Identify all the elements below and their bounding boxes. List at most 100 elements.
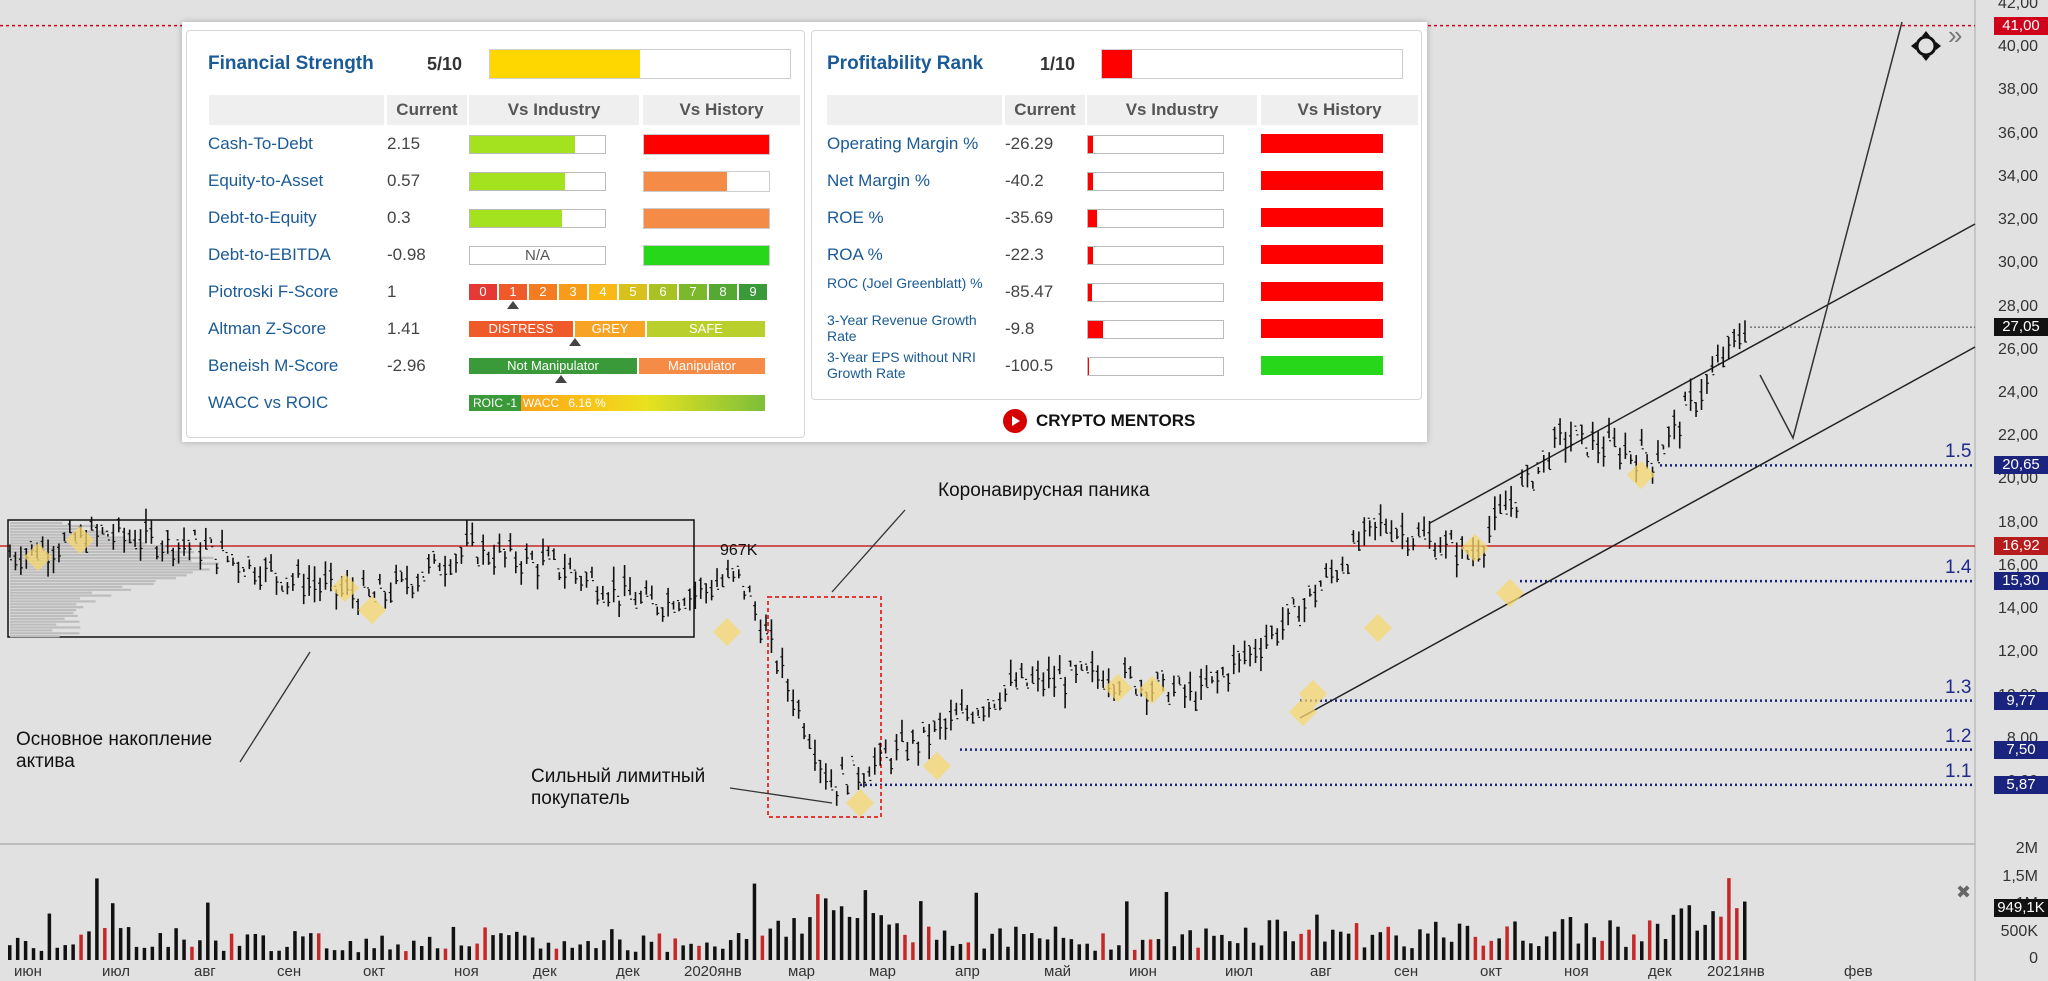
crosshair-move-icon[interactable] [1910,30,1942,62]
volume-bar [1370,934,1375,960]
time-tick: сен [1394,963,1419,980]
volume-bar [1441,937,1446,960]
volume-profile-bar [10,629,53,632]
volume-bar [1220,934,1224,960]
industry-bar [469,209,606,228]
volume-bar [958,944,963,960]
volume-bar [728,940,733,960]
volume-bar [1449,941,1454,960]
profitability-rank-card: Profitability Rank 1/10 Current Vs Indust… [811,30,1422,400]
volume-bar [1022,934,1026,960]
volume-bar [546,942,551,960]
metric-value: 1.41 [387,319,421,338]
volume-bar [491,935,495,960]
volume-bar [23,940,28,960]
volume-bar [1164,892,1169,960]
price-tick: 28,00 [1997,297,2038,315]
volume-bar [1426,933,1430,960]
volume-profile-bar [10,614,78,617]
volume-bar [348,940,353,960]
volume-bar [71,944,75,960]
volume-bar [1703,924,1707,960]
volume-bar [293,931,297,960]
industry-na: N/A [524,247,550,264]
volume-bar [808,917,812,960]
volume-bar [839,906,844,960]
volume-bar [1402,946,1406,960]
fib-label: 1.1 [1945,760,1972,782]
volume-bar [1243,927,1248,960]
industry-fill [1088,247,1094,264]
volume-bar [451,926,456,960]
table-header [209,95,384,125]
volume-bar [134,946,139,960]
close-icon[interactable]: ✖ [1956,882,1972,902]
time-tick: июн [14,963,42,980]
volume-bar [1418,929,1422,960]
metric-value: 0.3 [387,208,411,227]
price-tick: 26,00 [1997,340,2038,358]
time-tick: окт [363,963,385,980]
metric-value: -0.98 [387,245,426,264]
metric-value: -35.69 [1005,208,1054,227]
industry-fill [1088,210,1098,227]
time-tick: ноя [1564,963,1589,980]
volume-bar [831,910,836,960]
volume-bar [31,948,36,960]
volume-profile-bar [10,600,96,603]
financial-strength-card: Financial Strength 5/10 Current Vs Indust… [186,30,805,438]
volume-bar [1394,935,1398,960]
volume-bar [697,945,701,960]
financial-strength-score-bar [489,49,791,79]
volume-bar [483,927,487,960]
volume-bar [1267,920,1272,960]
volume-bar [887,924,891,960]
metric-value: -2.96 [387,356,426,375]
volume-profile-bar [10,606,84,609]
volume-bar [1045,939,1050,960]
time-tick: 2020янв [684,963,742,980]
volume-bar [926,926,931,960]
table-header: Current [387,95,467,125]
volume-bar [1188,930,1192,960]
volume-bar [63,945,67,960]
metric-name: Operating Margin % [827,134,979,153]
pointer-buyer [729,787,833,804]
volume-bar [1465,925,1470,960]
volume-bar [1172,946,1177,960]
volume-tick: 2M [2015,840,2038,857]
financial-strength-score: 5/10 [427,54,463,74]
annotation-accumulation: Основное накопление актива [16,729,213,772]
volume-profile-bar [10,632,80,635]
volume-bar [1568,916,1573,960]
volume-bar [190,946,194,960]
volume-bar [340,950,345,960]
volume-bar [1647,920,1652,960]
volume-bar [879,915,883,960]
volume-bar [554,948,559,960]
volume-bar [1378,932,1383,960]
piotroski-cell: 5 [619,284,647,300]
double-chevron-right-icon[interactable]: » [1948,20,1963,50]
metric-name: ROA % [827,245,883,264]
volume-bar [1291,941,1295,960]
volume-bar [166,946,170,960]
volume-bar [39,950,44,960]
time-tick: июл [1225,963,1254,980]
price-badge: 7,50 [1994,740,2048,759]
history-fill [644,246,769,265]
signal-marker [922,751,952,781]
wacc-label: WACC [522,396,560,410]
volume-bar [253,933,258,960]
history-fill [644,172,727,191]
piotroski-cell: 0 [469,284,497,300]
volume-bar [1338,931,1343,960]
youtube-play-icon [1003,409,1027,433]
beneish-marker [555,375,568,383]
price-tick: 40,00 [1997,38,2038,56]
volume-bar [530,937,535,960]
volume-bar [309,933,313,960]
channel-upper [1429,223,1976,524]
volume-bar [182,939,186,960]
volume-profile-bar [10,553,180,557]
